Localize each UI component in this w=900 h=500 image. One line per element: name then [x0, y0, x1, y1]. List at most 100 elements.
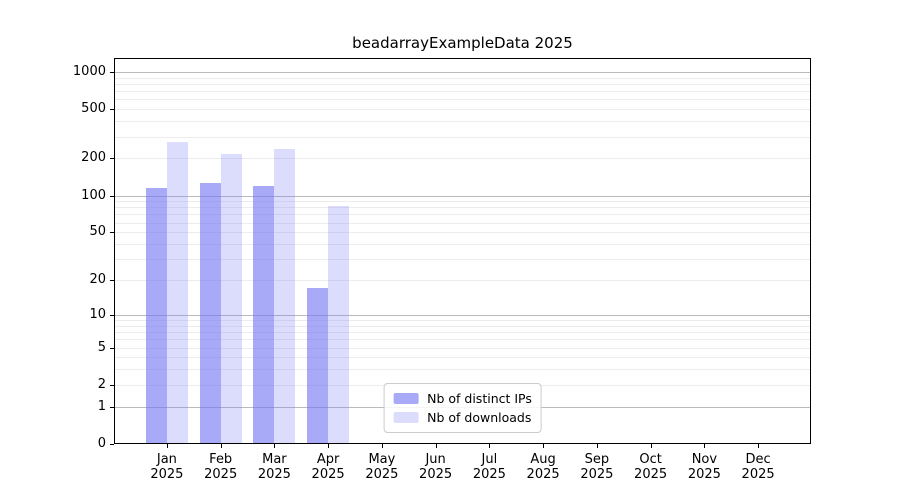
- x-tick-label: Sep 2025: [565, 452, 629, 482]
- gridline-minor: [114, 357, 811, 359]
- gridline-minor: [114, 259, 811, 261]
- x-tick-label: Jan 2025: [135, 452, 199, 482]
- x-tick-label: Jul 2025: [457, 452, 521, 482]
- x-tick: [435, 444, 437, 448]
- bar-downloads: [166, 142, 188, 444]
- x-tick: [328, 444, 330, 448]
- gridline-minor: [114, 77, 811, 79]
- gridline-minor: [114, 325, 811, 327]
- gridline-minor: [114, 207, 811, 209]
- x-tick-label: Feb 2025: [189, 452, 253, 482]
- y-tick-label: 1: [97, 398, 106, 414]
- chart-title: beadarrayExampleData 2025: [352, 34, 573, 52]
- y-tick-label: 0: [97, 436, 106, 451]
- gridline-minor: [114, 320, 811, 321]
- x-tick-month: Jun: [425, 452, 446, 467]
- y-tick: [110, 314, 114, 316]
- x-tick-year: 2025: [472, 467, 506, 482]
- x-tick-month: Oct: [639, 452, 662, 467]
- gridline-minor: [114, 91, 811, 93]
- gridline-minor: [114, 369, 811, 371]
- x-tick-label: Dec 2025: [726, 452, 790, 482]
- gridline-minor: [114, 222, 811, 224]
- gridline-minor: [114, 280, 811, 281]
- x-tick-year: 2025: [580, 467, 614, 482]
- gridline-minor: [114, 136, 811, 138]
- x-tick: [220, 444, 222, 448]
- x-tick: [166, 444, 168, 448]
- x-tick: [381, 444, 383, 448]
- gridline-minor: [114, 339, 811, 341]
- x-tick: [704, 444, 706, 448]
- x-tick-year: 2025: [365, 467, 399, 482]
- y-tick: [110, 280, 114, 281]
- x-tick-label: Mar 2025: [242, 452, 306, 482]
- legend-label: Nb of downloads: [427, 410, 532, 425]
- x-tick-label: May 2025: [350, 452, 414, 482]
- gridline-minor: [114, 232, 811, 234]
- x-tick-month: May: [368, 452, 396, 467]
- y-tick-label: 1000: [72, 63, 106, 79]
- gridline-minor: [114, 158, 811, 160]
- bar-distinct-ips: [145, 187, 167, 444]
- x-tick: [489, 444, 491, 448]
- gridline-minor: [114, 109, 811, 111]
- gridline-minor: [114, 201, 811, 203]
- x-tick-year: 2025: [311, 467, 345, 482]
- y-tick-label: 200: [81, 150, 106, 166]
- bar-downloads: [220, 154, 242, 444]
- x-tick-year: 2025: [741, 467, 775, 482]
- bar-downloads: [274, 149, 296, 444]
- y-tick: [110, 347, 114, 349]
- gridline-minor: [114, 121, 811, 123]
- x-tick-year: 2025: [419, 467, 453, 482]
- bar-distinct-ips: [199, 182, 221, 444]
- x-tick-label: Jun 2025: [404, 452, 468, 482]
- x-tick: [543, 444, 545, 448]
- gridline-major: [114, 195, 811, 197]
- gridline-minor: [114, 244, 811, 245]
- x-tick: [274, 444, 276, 448]
- bar-distinct-ips: [253, 185, 275, 444]
- y-tick-label: 50: [89, 224, 106, 240]
- x-tick-month: Nov: [691, 452, 718, 467]
- y-tick-label: 100: [81, 187, 106, 203]
- y-tick: [110, 384, 114, 386]
- legend-item: Nb of distinct IPs: [393, 389, 532, 408]
- x-tick-year: 2025: [204, 467, 238, 482]
- bar-downloads: [328, 206, 350, 444]
- y-tick-label: 5: [97, 339, 106, 355]
- x-tick-month: Mar: [262, 452, 287, 467]
- bar-distinct-ips: [307, 288, 329, 444]
- x-tick-label: Apr 2025: [296, 452, 360, 482]
- gridline-major: [114, 71, 811, 73]
- x-tick: [596, 444, 598, 448]
- x-tick-month: Jan: [156, 452, 177, 467]
- gridline-major: [114, 314, 811, 316]
- gridline-minor: [114, 347, 811, 349]
- x-tick-year: 2025: [687, 467, 721, 482]
- x-tick: [650, 444, 652, 448]
- plot-area: Nb of distinct IPs Nb of downloads: [114, 58, 811, 444]
- y-tick: [110, 195, 114, 197]
- x-tick-year: 2025: [526, 467, 560, 482]
- x-tick-label: Aug 2025: [511, 452, 575, 482]
- x-tick-month: Jul: [481, 452, 498, 467]
- y-tick: [110, 109, 114, 111]
- x-tick-year: 2025: [150, 467, 184, 482]
- y-tick-label: 20: [89, 272, 106, 287]
- gridline-minor: [114, 99, 811, 101]
- x-tick-label: Nov 2025: [672, 452, 736, 482]
- x-tick-year: 2025: [634, 467, 668, 482]
- y-tick: [110, 158, 114, 160]
- x-tick-month: Apr: [316, 452, 340, 467]
- legend-swatch: [393, 393, 419, 404]
- y-tick-label: 10: [89, 306, 106, 322]
- x-tick: [758, 444, 760, 448]
- y-tick-label: 2: [97, 376, 106, 392]
- x-tick-label: Oct 2025: [619, 452, 683, 482]
- gridline-minor: [114, 83, 811, 85]
- y-tick: [110, 444, 114, 445]
- y-tick-label: 500: [81, 101, 106, 117]
- legend: Nb of distinct IPs Nb of downloads: [383, 383, 542, 433]
